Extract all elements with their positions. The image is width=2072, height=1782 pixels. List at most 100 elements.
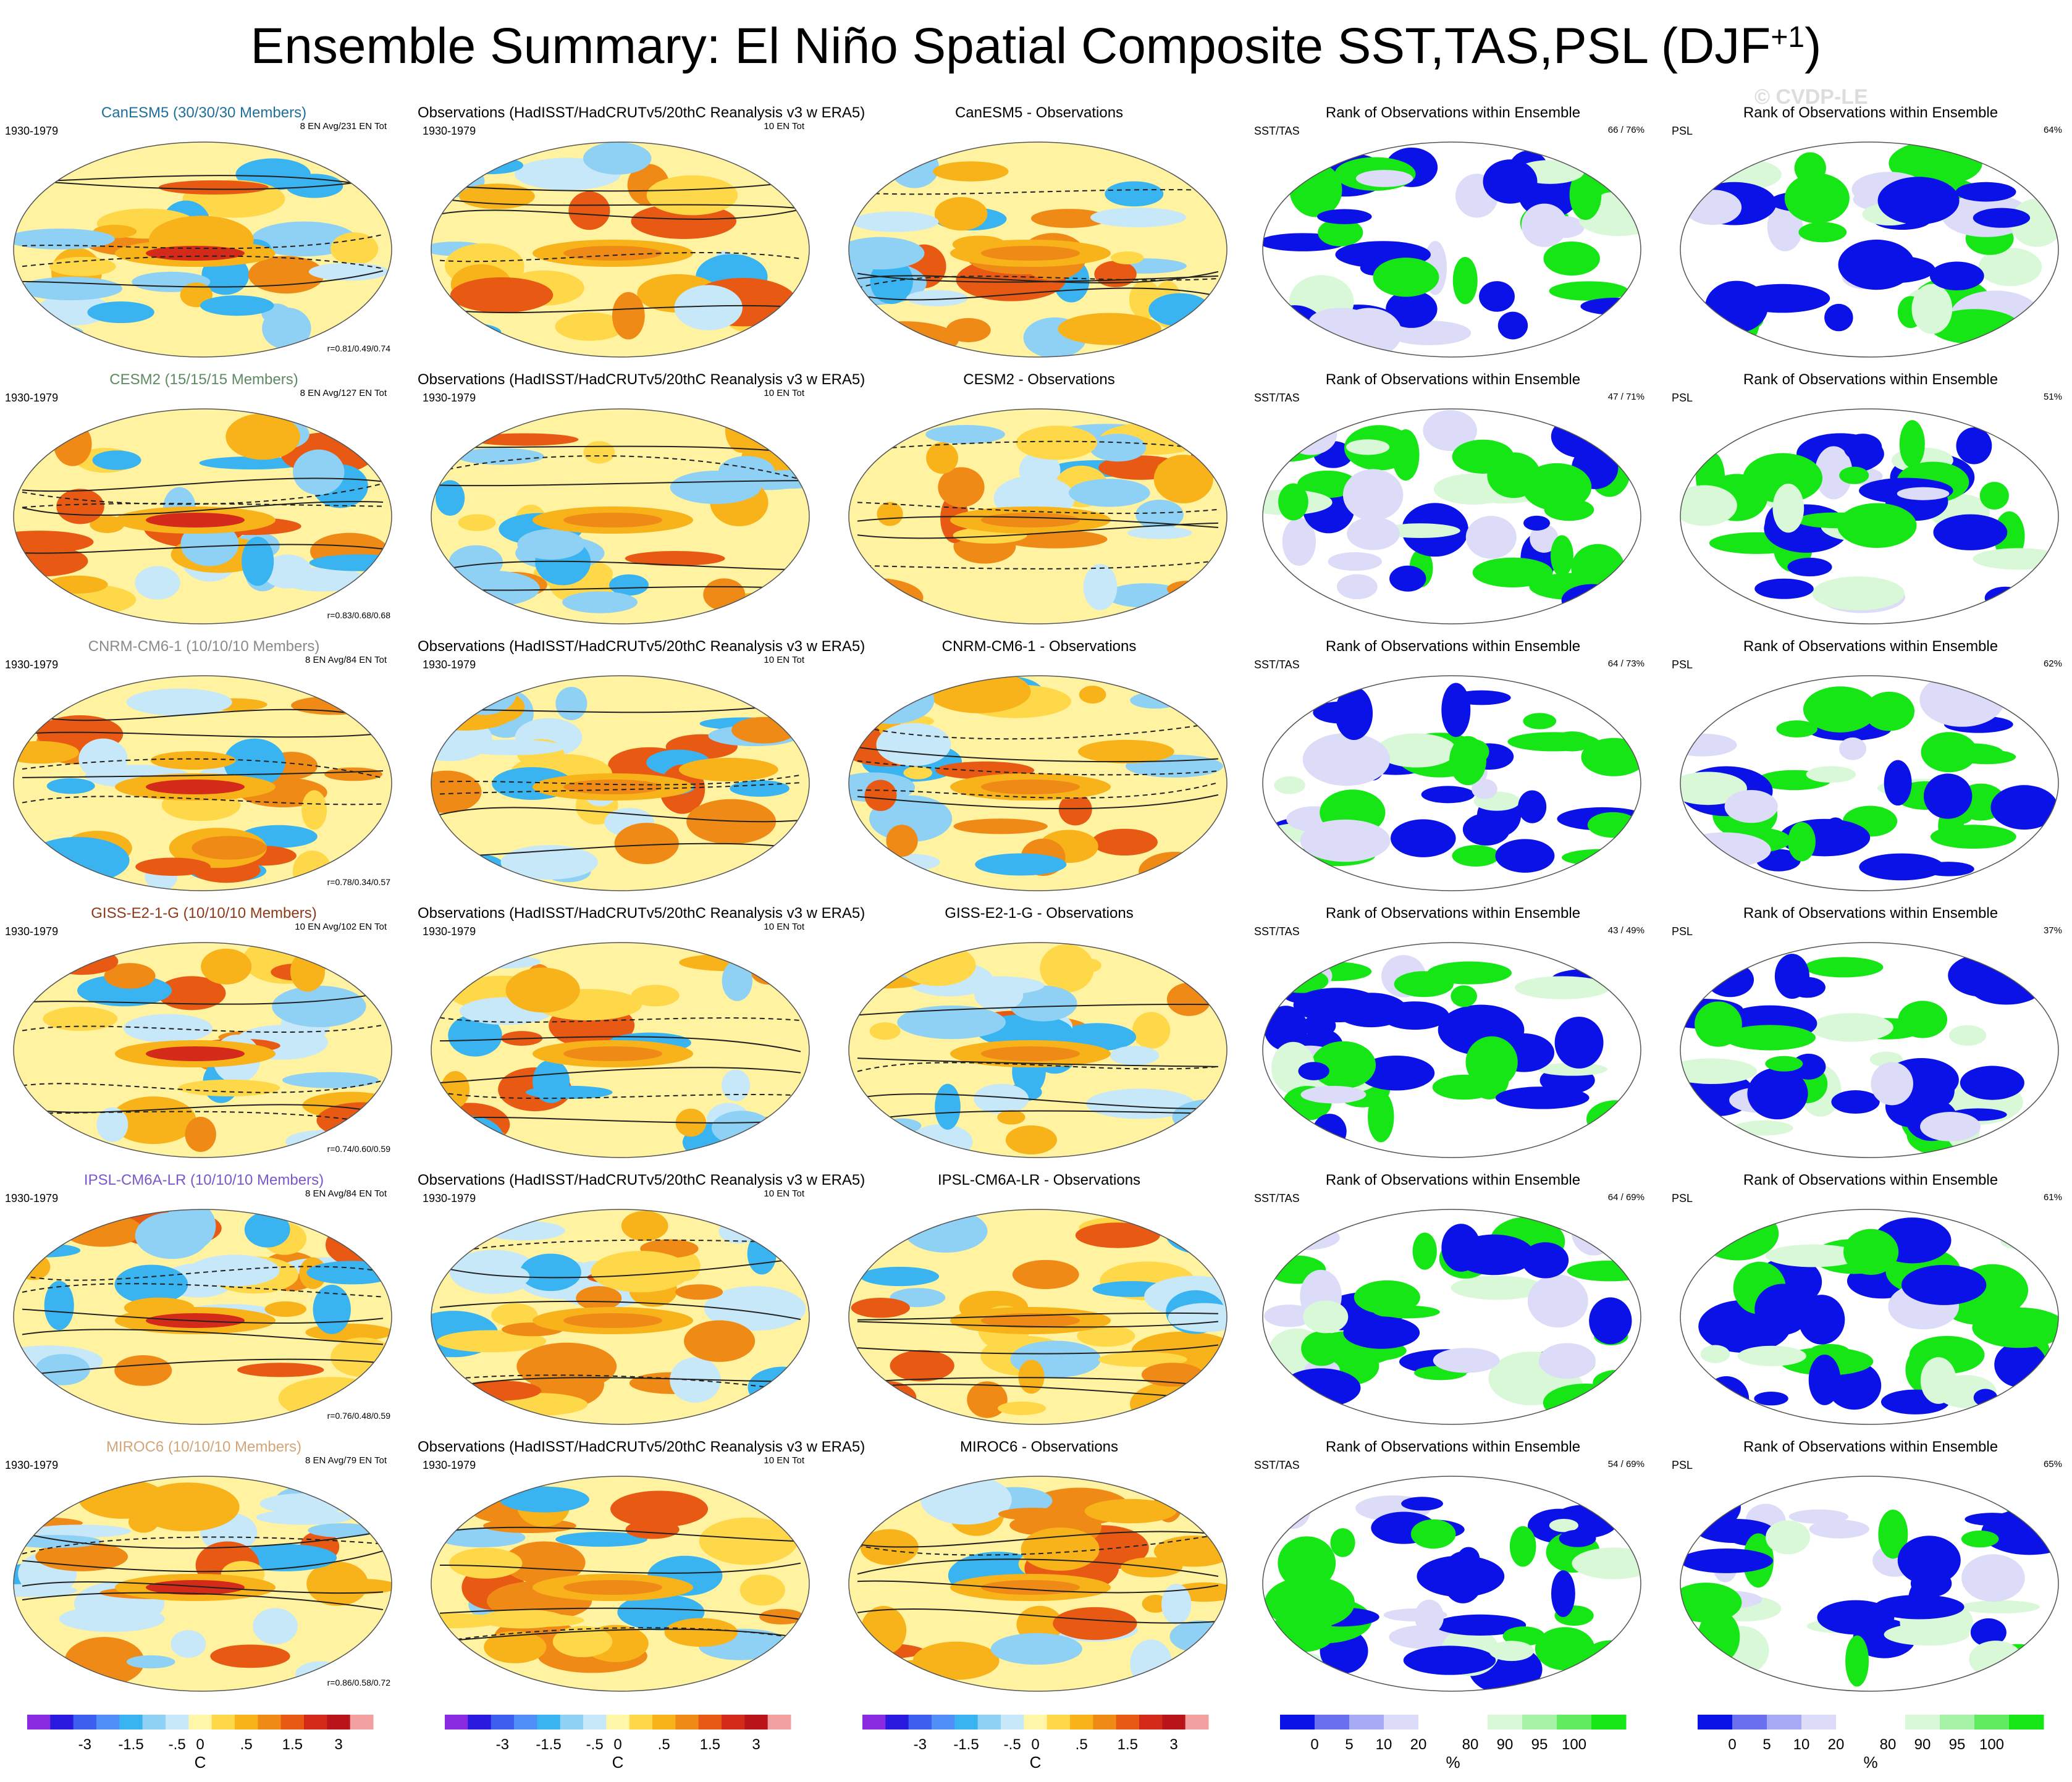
enso-core: [146, 1580, 245, 1595]
rank-region: [1784, 173, 1850, 224]
obs-panel: Observations (HadISST/HadCRUTv5/20thC Re…: [418, 371, 865, 637]
anomaly-region: [517, 529, 585, 560]
anomaly-region: [123, 1014, 213, 1043]
colorbar-unit: %: [1863, 1753, 1877, 1771]
anomaly-region: [934, 196, 988, 231]
anomaly-region: [431, 148, 507, 172]
colorbar-swatch: [1801, 1715, 1837, 1729]
anomaly-region: [244, 1211, 290, 1248]
colorbar-swatch: [2009, 1715, 2044, 1729]
anomaly-region: [171, 1630, 206, 1658]
colorbar-swatch: [304, 1715, 327, 1729]
model-map: [10, 672, 395, 894]
anomaly-region: [135, 1212, 209, 1259]
rank-region: [1386, 290, 1438, 328]
anomaly-region: [1168, 1303, 1227, 1332]
enso-core: [981, 1313, 1080, 1328]
rank-region: [1301, 1331, 1342, 1366]
rank-region: [1274, 1487, 1312, 1529]
anomaly-region: [437, 1330, 547, 1353]
rank-region: [1798, 222, 1847, 243]
anomaly-region: [849, 321, 959, 357]
rank-map: [1262, 675, 1641, 891]
rank-region: [1495, 1086, 1590, 1109]
psl-contour: [22, 477, 384, 492]
rank-map: [1680, 1476, 2059, 1692]
rank-region: [1961, 1554, 2025, 1602]
rank-region: [1593, 1369, 1641, 1396]
rank-region: [1587, 812, 1638, 838]
obs-map: [427, 672, 813, 894]
colorbar-tick-label: 90: [1497, 1736, 1514, 1753]
pattern-correlation: r=0.78/0.34/0.57: [327, 877, 390, 887]
rank-region: [1733, 1120, 1793, 1136]
rank-region: [1948, 954, 2019, 997]
anomaly-region: [46, 778, 95, 794]
rank-map: [1262, 408, 1641, 624]
anomaly-region: [484, 1631, 547, 1663]
rank-region: [1899, 420, 1925, 468]
anomaly-region: [449, 545, 503, 579]
colorbar-swatch: [1974, 1715, 2010, 1729]
rank-region: [1549, 281, 1628, 301]
psl-contour: [857, 522, 1219, 539]
colorbar-swatch: [1591, 1715, 1627, 1729]
anomaly-region: [14, 416, 70, 431]
anomaly-region: [104, 963, 156, 989]
rank-region: [1808, 1355, 1841, 1405]
diff-panel: CESM2 - Observations: [835, 371, 1243, 637]
diff-map: [845, 405, 1231, 628]
anomaly-region: [126, 1655, 175, 1669]
rank-region: [1368, 1091, 1394, 1143]
colorbar-unit: %: [1446, 1753, 1460, 1771]
colorbar-tick-label: -.5: [169, 1736, 186, 1753]
anomaly-region: [946, 317, 991, 343]
anomaly-region: [158, 180, 269, 195]
anomaly-region: [967, 1381, 1008, 1418]
colorbar-tick-label: -1.5: [118, 1736, 143, 1753]
anomaly-region: [237, 1363, 324, 1377]
psl-contour: [857, 1558, 1219, 1577]
period-label: 1930-1979: [5, 1459, 59, 1471]
map-outline: [848, 141, 1228, 358]
colorbar-tick-label: .5: [658, 1736, 670, 1753]
rank-region: [1452, 845, 1500, 867]
colorbar-swatch: [188, 1715, 213, 1729]
colorbar-tick-label: 5: [1345, 1736, 1353, 1753]
anomaly-region: [998, 1507, 1067, 1521]
anomaly-region: [855, 413, 915, 437]
psl-contour: [22, 1104, 384, 1114]
map-outline: [1680, 675, 2059, 891]
anomaly-region: [1148, 293, 1211, 327]
rank-region: [1495, 839, 1555, 873]
anomaly-region: [185, 1117, 216, 1152]
rank-region: [1839, 466, 1869, 484]
anomaly-region: [192, 836, 267, 860]
anomaly-region: [248, 256, 324, 294]
colorbar-swatch: [27, 1715, 51, 1729]
anomaly-region: [610, 1490, 709, 1528]
anomaly-region: [225, 413, 300, 460]
colorbar-tick-label: 20: [1828, 1736, 1845, 1753]
rank-region: [1735, 284, 1830, 313]
rank-region: [1522, 463, 1592, 511]
rank-percent: 64 / 69%: [1607, 1192, 1645, 1203]
rank-map: [1262, 1209, 1641, 1425]
model-panel: CESM2 (15/15/15 Members) 1930-1979 8 EN Av…: [0, 371, 408, 637]
rank-region: [1680, 1058, 1758, 1084]
rank-sst-panel: Rank of Observations within Ensemble SST/…: [1249, 637, 1657, 904]
anomaly-region: [1111, 251, 1144, 264]
anomaly-region: [293, 449, 345, 495]
colorbar-swatch: [560, 1715, 584, 1729]
anomaly-region: [711, 1111, 772, 1145]
rank-region: [1289, 162, 1342, 217]
rank-title: Rank of Observations within Ensemble: [1743, 905, 1998, 922]
rank-sst-panel: Rank of Observations within Ensemble SST/…: [1249, 371, 1657, 637]
colorbar-tick-label: -3: [496, 1736, 509, 1753]
colorbar-swatch: [1024, 1715, 1048, 1729]
map-outline: [1680, 141, 2059, 358]
rank-region: [1265, 1576, 1355, 1629]
rank-region: [1483, 159, 1538, 204]
rank-region: [1300, 819, 1391, 862]
anomaly-region: [78, 738, 128, 780]
